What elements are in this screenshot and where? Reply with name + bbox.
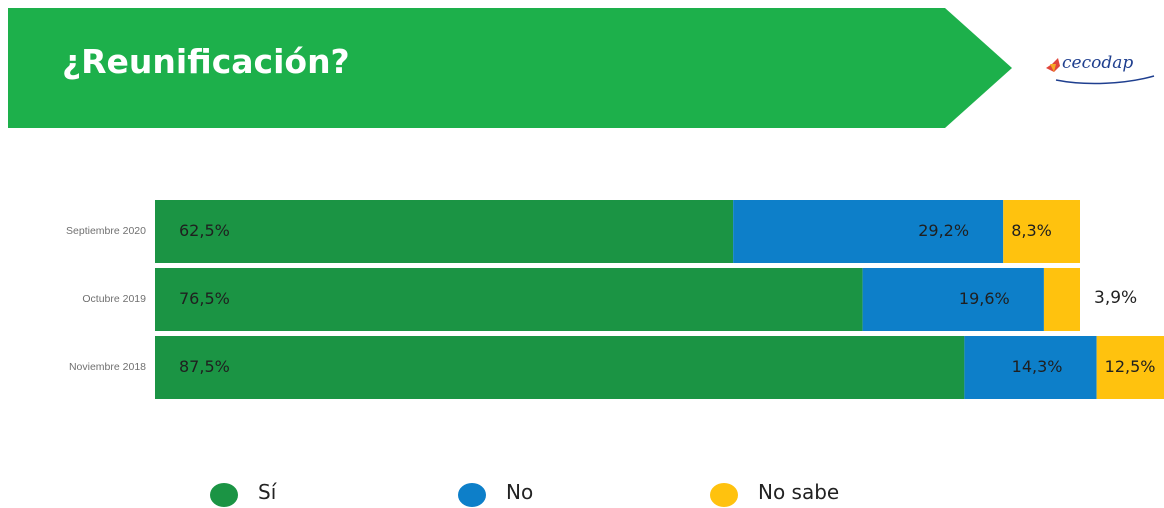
- cecodap-logo: [1046, 58, 1155, 85]
- logo-swoosh: [1055, 75, 1155, 85]
- bar-segment-si: [155, 336, 965, 399]
- legend-label-si: Sí: [258, 480, 277, 504]
- title-banner: [8, 8, 1012, 128]
- legend-swatch-si: [210, 483, 238, 507]
- data-label-outside: 3,9%: [1094, 287, 1138, 308]
- bar-segment-no: [862, 268, 1044, 331]
- logo-star-accent: [1050, 64, 1056, 72]
- chart-legend: Sí No No sabe: [0, 470, 1164, 508]
- data-label-si: 76,5%: [179, 288, 230, 308]
- banner-arrow-shape: [8, 8, 1012, 128]
- legend-label-no: No: [506, 480, 534, 504]
- data-label-no-sabe: 12,5%: [1104, 356, 1156, 376]
- page-title: ¿Reunificación?: [62, 42, 350, 81]
- bar-segment-no: [733, 200, 1004, 263]
- bar-segment-no-sabe: [1043, 268, 1080, 331]
- bar-segment-no-sabe: [1096, 336, 1164, 399]
- legend-swatch-no-sabe: [710, 483, 738, 507]
- data-label-no: 14,3%: [1011, 356, 1063, 376]
- data-label-no: 19,6%: [958, 288, 1010, 308]
- legend-swatch-no: [458, 483, 486, 507]
- row-label: Octubre 2019: [82, 292, 146, 305]
- row-label: Septiembre 2020: [66, 224, 146, 237]
- bar-segment-no-sabe: [1003, 200, 1080, 263]
- data-label-si: 87,5%: [179, 356, 230, 376]
- chart-svg: [155, 200, 1164, 399]
- data-label-no-sabe: 8,3%: [1011, 220, 1052, 240]
- bar-segment-si: [155, 268, 863, 331]
- stacked-bar-chart: Septiembre 2020 62,5% 29,2% 8,3% Octubre 201…: [0, 190, 1164, 415]
- bar-segment-no: [964, 336, 1097, 399]
- logo-text: cecodap: [1062, 53, 1134, 73]
- data-label-no: 29,2%: [918, 220, 970, 240]
- data-label-si: 62,5%: [179, 220, 230, 240]
- row-label: Noviembre 2018: [68, 360, 146, 373]
- bar-segment-si: [155, 200, 734, 263]
- legend-label-no-sabe: No sabe: [758, 480, 840, 504]
